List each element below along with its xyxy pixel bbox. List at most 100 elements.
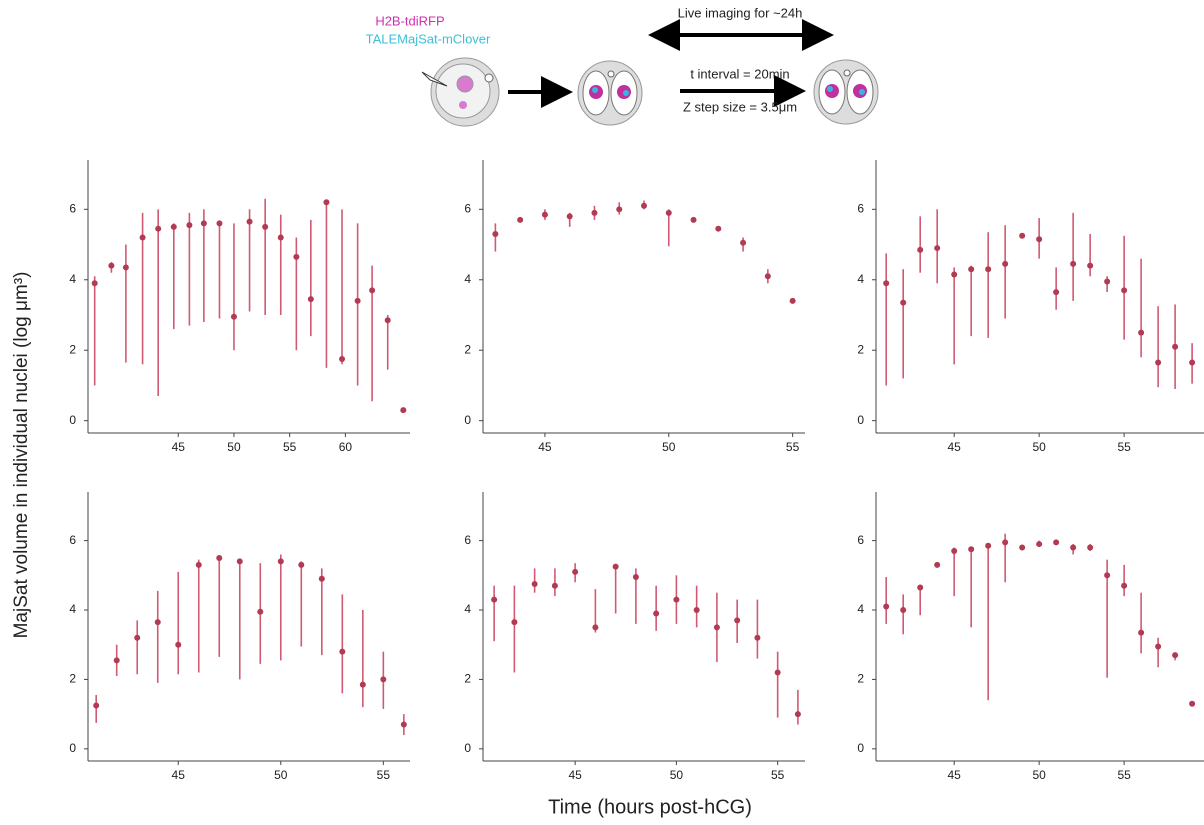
point [1189,700,1196,707]
pronucleus [456,75,474,93]
point [323,199,330,206]
y-tick-label: 0 [464,741,471,755]
schematic: H2B-tdiRFP TALEMajSat-mClover Live imagi… [366,5,879,127]
point [1138,629,1145,636]
y-tick-label: 6 [857,533,864,547]
point [985,542,992,549]
point [665,209,672,216]
x-tick-label: 45 [538,440,552,454]
point [572,568,579,575]
point [1172,343,1179,350]
point [1121,287,1128,294]
point [1189,359,1196,366]
point [794,711,801,718]
point [1070,544,1077,551]
point [713,624,720,631]
point [1087,262,1094,269]
point [154,619,161,626]
point [1002,260,1009,267]
y-axis-label: MajSat volume in individual nuclei (log … [11,272,32,639]
z-step: Z step size = 3.5μm [683,99,797,114]
point [298,561,305,568]
point [591,209,598,216]
y-tick-label: 0 [857,741,864,755]
point [400,407,407,414]
y-tick-label: 6 [464,201,471,215]
point [108,262,115,269]
point [318,575,325,582]
y-tick-label: 4 [857,602,864,616]
point [934,561,941,568]
point [673,596,680,603]
point [91,280,98,287]
x-tick-label: 45 [172,440,186,454]
point [277,234,284,241]
point [1036,236,1043,243]
y-tick-label: 2 [464,672,471,686]
point [339,356,346,363]
point [1019,544,1026,551]
label-h2b: H2B-tdiRFP [375,13,444,28]
point [257,608,264,615]
point [1104,278,1111,285]
point [968,266,975,273]
y-tick-label: 6 [69,201,76,215]
panel: 0 2 4 6 45 50 55 [464,160,805,454]
point [653,610,660,617]
panel: 0 2 4 6 45 50 55 [857,160,1204,454]
point [134,634,141,641]
x-tick-label: 50 [1032,768,1046,782]
point [592,624,599,631]
point [170,223,177,230]
point [293,253,300,260]
y-tick-label: 2 [464,342,471,356]
point [612,563,619,570]
point [693,607,700,614]
point [917,246,924,253]
point [262,223,269,230]
point [113,657,120,664]
point [883,603,890,610]
y-tick-label: 2 [69,672,76,686]
point [230,313,237,320]
x-tick-label: 55 [786,440,800,454]
point [139,234,146,241]
y-tick-label: 6 [464,533,471,547]
point [934,245,941,252]
polar-body [484,73,494,83]
point [883,280,890,287]
point [200,220,207,227]
y-tick-label: 4 [69,272,76,286]
point [632,574,639,581]
point [186,222,193,229]
label-tale: TALEMajSat-mClover [366,31,491,46]
point [1036,541,1043,548]
point [715,225,722,232]
y-tick-label: 4 [464,272,471,286]
point [354,297,361,304]
point [1087,544,1094,551]
y-tick-label: 4 [69,602,76,616]
y-tick-label: 6 [69,533,76,547]
x-tick-label: 45 [568,768,582,782]
point [917,584,924,591]
point [511,619,518,626]
point [531,580,538,587]
point [492,230,499,237]
point [246,218,253,225]
majsat [827,86,833,92]
y-tick-label: 4 [464,602,471,616]
panel: 0 2 4 6 45 50 55 [857,492,1204,782]
point [175,641,182,648]
x-tick-label: 45 [947,768,961,782]
point [491,596,498,603]
point [754,634,761,641]
point [1002,539,1009,546]
point [1121,582,1128,589]
majsat [592,87,598,93]
y-tick-label: 0 [69,413,76,427]
pipette [421,71,448,87]
point [1053,539,1060,546]
y-tick-label: 2 [857,342,864,356]
